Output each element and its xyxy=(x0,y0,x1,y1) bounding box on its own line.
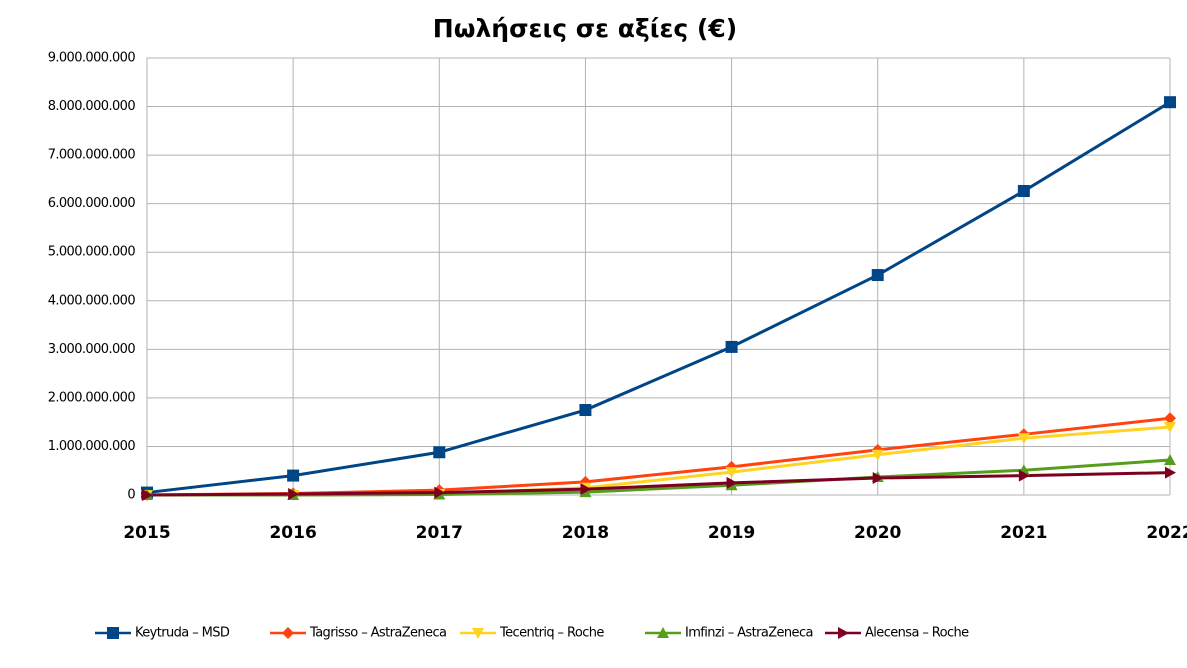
marker xyxy=(871,449,884,461)
marker xyxy=(472,628,484,639)
marker xyxy=(580,483,592,496)
marker xyxy=(287,469,300,482)
legend-item: Alecensa – Roche xyxy=(825,626,970,641)
x-tick-label: 2016 xyxy=(269,523,316,543)
marker xyxy=(838,627,849,639)
marker xyxy=(288,488,300,501)
y-tick-label: 9.000.000.000 xyxy=(48,51,136,66)
x-tick-label: 2020 xyxy=(854,523,901,543)
marker xyxy=(1164,454,1176,466)
legend-item: Tagrisso – AstraZeneca xyxy=(270,626,447,641)
y-tick-label: 2.000.000.000 xyxy=(48,390,136,405)
legend-label: Tecentriq – Roche xyxy=(499,626,604,641)
marker xyxy=(872,472,884,485)
x-tick-label: 2017 xyxy=(416,523,463,543)
x-tick-label: 2018 xyxy=(562,523,609,543)
legend-label: Alecensa – Roche xyxy=(865,626,969,641)
marker xyxy=(726,476,738,489)
x-tick-label: 2022 xyxy=(1146,523,1187,543)
y-tick-label: 7.000.000.000 xyxy=(48,148,136,163)
x-tick-label: 2019 xyxy=(708,523,755,543)
marker xyxy=(107,627,119,639)
marker xyxy=(1018,469,1030,482)
marker xyxy=(1017,185,1030,198)
marker xyxy=(579,404,592,417)
marker xyxy=(433,446,446,459)
marker xyxy=(657,627,669,638)
marker xyxy=(1164,96,1176,109)
marker xyxy=(725,340,738,353)
series-line xyxy=(146,471,1171,497)
y-tick-label: 3.000.000.000 xyxy=(48,342,136,357)
x-tick-label: 2021 xyxy=(1000,523,1047,543)
marker xyxy=(1164,422,1176,434)
y-tick-label: 5.000.000.000 xyxy=(48,245,136,260)
y-tick-label: 0 xyxy=(127,488,135,503)
marker xyxy=(142,489,153,501)
y-tick-label: 1.000.000.000 xyxy=(48,439,136,454)
marker xyxy=(1017,433,1030,445)
legend-label: Keytruda – MSD xyxy=(135,626,230,641)
legend-item: Imfinzi – AstraZeneca xyxy=(645,626,813,641)
legend-label: Tagrisso – AstraZeneca xyxy=(309,626,446,641)
legend-item: Keytruda – MSD xyxy=(95,626,231,641)
y-tick-label: 6.000.000.000 xyxy=(48,196,136,211)
marker xyxy=(282,627,294,639)
marker xyxy=(871,269,884,282)
series-line xyxy=(146,100,1171,495)
x-tick-label: 2015 xyxy=(123,523,170,543)
marker xyxy=(434,486,446,499)
marker xyxy=(1165,466,1176,479)
y-tick-label: 4.000.000.000 xyxy=(48,293,136,308)
y-tick-label: 8.000.000.000 xyxy=(48,99,136,114)
marker xyxy=(725,467,738,479)
legend-label: Imfinzi – AstraZeneca xyxy=(685,626,813,641)
marker xyxy=(1164,412,1176,425)
legend-item: Tecentriq – Roche xyxy=(460,626,605,641)
chart-title: Πωλήσεις σε αξίες (€) xyxy=(433,14,737,43)
